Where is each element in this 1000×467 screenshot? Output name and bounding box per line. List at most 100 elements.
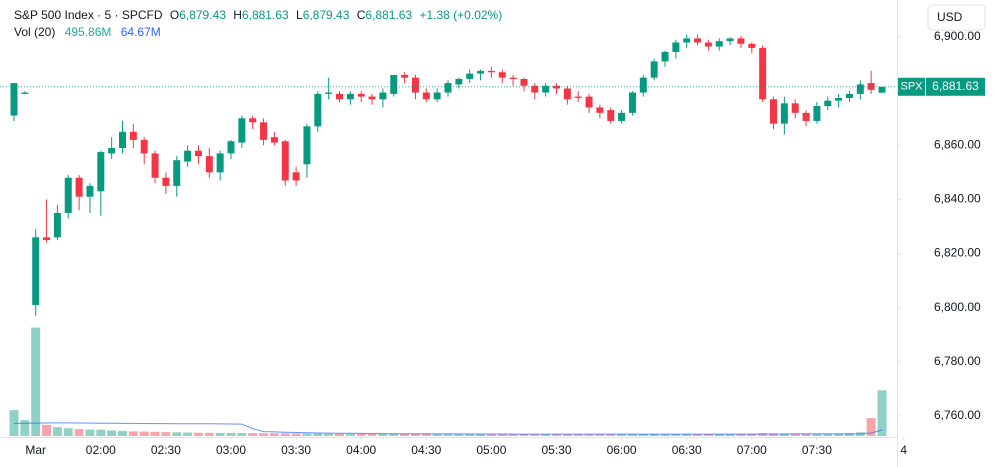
- volume-bar: [530, 434, 540, 436]
- candle-body: [748, 43, 756, 48]
- ohlc-key: L: [296, 8, 303, 22]
- candle-body: [694, 38, 702, 43]
- volume-bar: [834, 433, 844, 436]
- volume-bar: [335, 433, 345, 436]
- x-tick-label: 04:00: [346, 443, 376, 457]
- volume-bar: [172, 432, 182, 436]
- ohlc-key: H: [233, 8, 242, 22]
- candle-body: [325, 92, 333, 94]
- volume-bar: [465, 433, 475, 436]
- volume-bar: [204, 432, 214, 436]
- y-tick-label: 6,900.00: [934, 29, 981, 43]
- x-tick-label: 4: [900, 443, 907, 457]
- volume-ma-line: [13, 422, 883, 435]
- volume-bar: [259, 433, 269, 436]
- y-tick-label: 6,860.00: [934, 137, 981, 151]
- candle-body: [411, 77, 419, 93]
- candle-body: [498, 72, 506, 78]
- volume-bar: [671, 434, 681, 436]
- volume-bar: [823, 433, 833, 436]
- volume-bar: [107, 430, 117, 436]
- volume-bar: [280, 433, 290, 436]
- candle-body: [173, 160, 181, 186]
- volume-bar: [74, 429, 84, 436]
- candle-body: [43, 237, 51, 241]
- volume-bar: [584, 434, 594, 436]
- candle-body: [455, 79, 463, 85]
- candle-body: [628, 92, 636, 113]
- currency: USD: [937, 10, 963, 24]
- volume-label: Vol (20): [14, 25, 55, 39]
- volume-average: 64.67M: [121, 25, 161, 39]
- candle-body: [780, 103, 788, 124]
- candle-body: [672, 42, 680, 52]
- ohlc-value: 6,879.43: [179, 8, 226, 22]
- candle-body: [835, 97, 843, 101]
- candle-body: [64, 177, 72, 213]
- candle-body: [346, 93, 354, 100]
- candle-body: [314, 93, 322, 127]
- volume-bar: [378, 433, 388, 436]
- candle-body: [845, 93, 853, 98]
- volume-bar: [497, 434, 507, 436]
- volume-bar: [389, 433, 399, 436]
- x-tick-label: 07:00: [737, 443, 767, 457]
- candle-body: [118, 131, 126, 149]
- volume-bar: [128, 431, 138, 436]
- candle-body: [824, 100, 832, 107]
- candle-body: [574, 96, 582, 98]
- chart-title: S&P 500 Index · 5 · SPCFD: [14, 8, 163, 22]
- volume-bar: [324, 433, 334, 436]
- candle-body: [216, 153, 224, 173]
- ohlc-key: C: [357, 8, 366, 22]
- candle-body: [129, 131, 137, 140]
- volume-bar: [844, 433, 854, 436]
- candle-body: [726, 38, 734, 42]
- volume-bar: [226, 432, 236, 436]
- volume-bar: [313, 433, 323, 436]
- candle-body: [205, 156, 213, 173]
- candle-body: [520, 79, 528, 86]
- volume-bar: [736, 433, 746, 436]
- candle-body: [607, 110, 615, 121]
- candle-body: [357, 93, 365, 97]
- volume-bar: [573, 434, 583, 436]
- volume-bar: [790, 433, 800, 436]
- volume-bar: [85, 429, 95, 436]
- volume-bar: [52, 427, 62, 436]
- candle-body: [813, 106, 821, 121]
- candle-body: [542, 85, 550, 93]
- candle-body: [531, 85, 539, 93]
- candle-body: [433, 92, 441, 100]
- ohlc-value: 6,881.63: [242, 8, 289, 22]
- candle-body: [292, 172, 300, 181]
- candle-body: [878, 86, 886, 93]
- volume-bar: [161, 432, 171, 436]
- candle-body: [704, 42, 712, 47]
- candle-body: [368, 96, 376, 100]
- candle-body: [618, 112, 626, 121]
- y-tick-label: 6,800.00: [934, 300, 981, 314]
- candle-body: [21, 92, 29, 94]
- candle-body: [249, 118, 257, 123]
- x-tick-label: 05:00: [476, 443, 506, 457]
- volume-bar: [801, 433, 811, 436]
- volume-bar: [150, 431, 160, 436]
- candle-body: [270, 137, 278, 143]
- volume-bar: [410, 433, 420, 436]
- volume-bar: [638, 434, 648, 436]
- volume-bar: [248, 433, 258, 436]
- volume-bar: [562, 434, 572, 436]
- volume-bar: [660, 434, 670, 436]
- x-tick-label: 06:30: [672, 443, 702, 457]
- volume-bar: [758, 433, 768, 436]
- volume-bar: [649, 434, 659, 436]
- volume-bar: [476, 434, 486, 436]
- currency-button[interactable]: [927, 4, 986, 31]
- candle-body: [444, 83, 452, 93]
- y-tick-label: 6,760.00: [934, 408, 981, 422]
- candle-body: [867, 83, 875, 90]
- volume-bar: [20, 420, 30, 436]
- candle-body: [802, 112, 810, 121]
